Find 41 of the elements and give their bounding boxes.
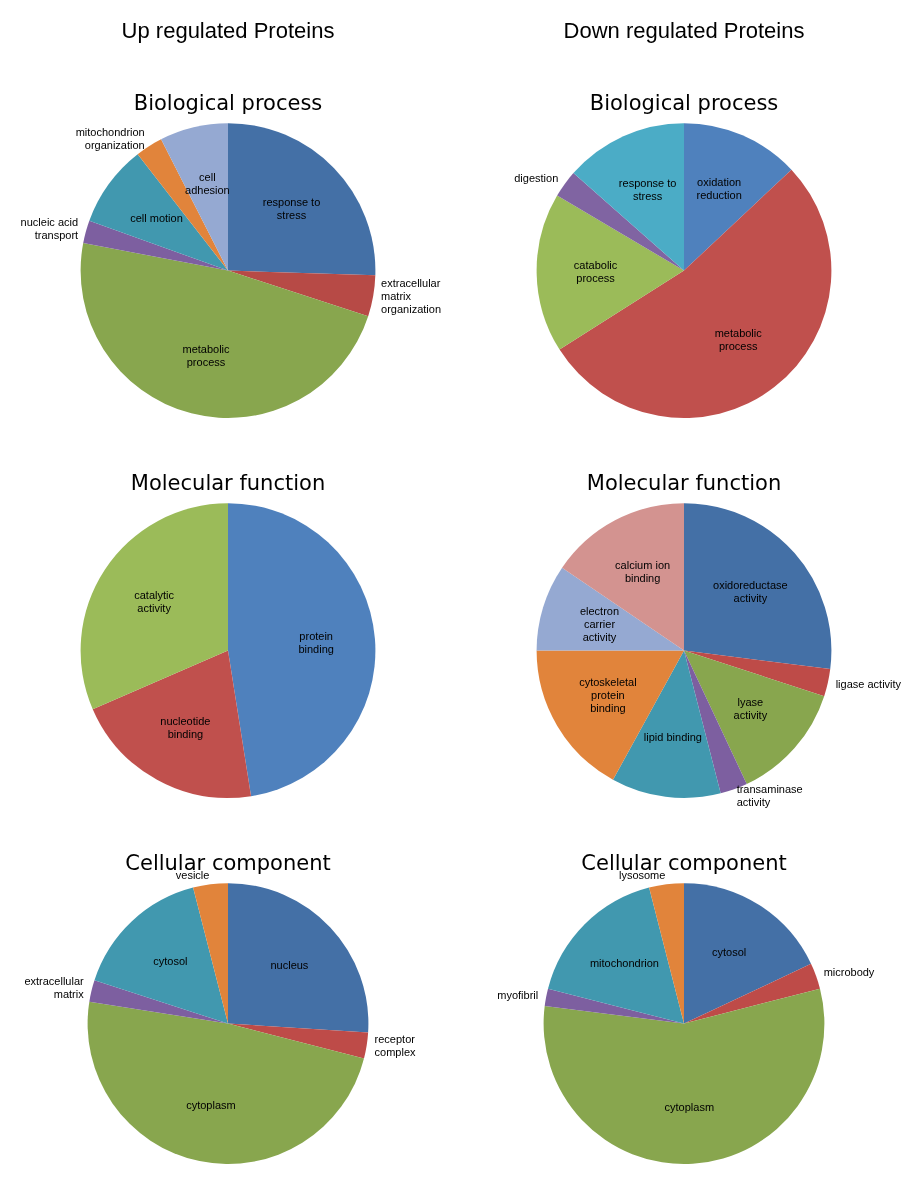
chart-title: Biological process (133, 91, 323, 116)
slice-label: mitochondrion (589, 957, 659, 970)
slice-label: metabolic process (714, 327, 763, 353)
slice-label: cytosol (153, 955, 188, 968)
slice-label: lysosome (618, 869, 666, 882)
slice-label: protein binding (298, 630, 334, 656)
slice-label: myofibril (497, 988, 539, 1001)
slice-label: lipid binding (643, 731, 702, 744)
slice-label: vesicle (175, 869, 210, 882)
slice-label: response to stress (618, 176, 677, 202)
slice-label: response to stress (262, 195, 321, 221)
slice-label: electron carrier activity (579, 604, 620, 643)
chart-subtitle: Up regulated Proteins (120, 17, 336, 45)
chart-title: Biological process (589, 91, 779, 116)
slice-label: metabolic process (182, 342, 231, 368)
slice-label: digestion (514, 172, 559, 185)
slice-label: lyase activity (733, 695, 768, 721)
slice-label: cytoplasm (186, 1099, 236, 1112)
slice-label: receptor complex (374, 1033, 417, 1059)
slice-label: catalytic activity (134, 588, 175, 614)
slice-label: catabolic process (573, 258, 618, 284)
slice-label: cytoplasm (664, 1100, 715, 1113)
chart-title: Molecular function (130, 471, 326, 496)
slice-label: nucleotide binding (160, 714, 211, 740)
slice-label: nucleic acid transport (20, 216, 79, 242)
chart-title: Molecular function (586, 471, 782, 496)
slice-label: microbody (823, 966, 875, 979)
slice-label: oxidation reduction (696, 175, 742, 201)
chart-subtitle: Down regulated Proteins (562, 17, 806, 45)
slice-label: cytosol (712, 945, 747, 958)
slice-label: extracellular matrix (24, 975, 85, 1001)
slice-label: cytoskeletal protein binding (579, 675, 637, 714)
slice-label: oxidoreductase activity (713, 578, 788, 604)
slice-label: mitochondrion organization (75, 125, 145, 151)
slice-label: nucleus (270, 958, 309, 971)
slice-label: cell motion (130, 211, 183, 224)
slice-label: cell adhesion (185, 171, 230, 197)
slice-label: transaminase activity (736, 783, 803, 809)
slice-label: ligase activity (835, 677, 902, 690)
slice-label: calcium ion binding (615, 558, 671, 584)
slice-label: extracellular matrix organization (381, 277, 442, 316)
